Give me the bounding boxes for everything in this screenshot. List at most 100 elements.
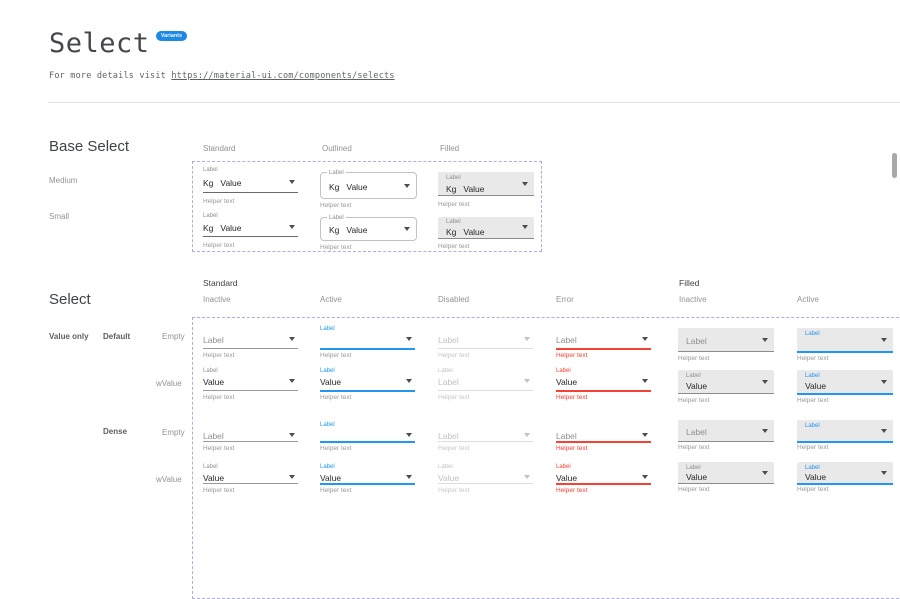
select-input[interactable]: Value bbox=[320, 374, 415, 387]
select-input[interactable]: Label Kg Value bbox=[438, 172, 534, 196]
row-wvalue-dense: wValue bbox=[156, 475, 182, 484]
select-input[interactable]: Label bbox=[797, 420, 893, 443]
select-standard-inactive: Label Helper text bbox=[203, 420, 298, 462]
select-floating-label: Label bbox=[805, 465, 820, 471]
chevron-down-icon bbox=[762, 380, 768, 384]
select-heading: Select bbox=[49, 291, 91, 308]
select-input[interactable]: Label bbox=[678, 420, 774, 442]
select-input[interactable] bbox=[320, 428, 415, 441]
select-floating-label: Label bbox=[805, 331, 820, 337]
select-input[interactable]: Value bbox=[203, 374, 298, 387]
select-text: Value bbox=[320, 470, 341, 485]
helper-text: Helper text bbox=[320, 244, 352, 251]
select-value: Value bbox=[686, 381, 708, 391]
select-input[interactable]: Label bbox=[797, 328, 893, 353]
select-filled-active: Label Helper text bbox=[797, 324, 893, 366]
select-value: Label bbox=[438, 335, 459, 345]
select-input[interactable]: Kg Value bbox=[203, 220, 298, 233]
select-floating-label: Label bbox=[203, 213, 218, 219]
chevron-down-icon bbox=[642, 475, 648, 479]
helper-text: Helper text bbox=[320, 487, 352, 494]
select-underline bbox=[438, 390, 533, 391]
select-input[interactable]: Value bbox=[556, 374, 651, 387]
select-input[interactable]: Label bbox=[203, 332, 298, 345]
select-outlined: Label Kg Value Helper text bbox=[320, 165, 417, 209]
select-value: Label bbox=[686, 427, 707, 437]
select-value: Value bbox=[556, 473, 578, 483]
helper-text: Helper text bbox=[678, 397, 710, 404]
chevron-down-icon bbox=[524, 379, 530, 383]
select-value: Value bbox=[203, 377, 225, 387]
select-input[interactable]: Label bbox=[556, 428, 651, 441]
select-text: Label bbox=[203, 428, 224, 443]
base-row-small: Small bbox=[49, 212, 70, 221]
select-filled-inactive: Label Value Helper text bbox=[678, 366, 774, 408]
chevron-down-icon bbox=[406, 475, 412, 479]
select-input[interactable]: Label bbox=[438, 428, 533, 441]
select-text: Label bbox=[438, 428, 459, 443]
select-text: Kg Value bbox=[329, 181, 368, 192]
select-value: Label bbox=[203, 335, 224, 345]
select-value: Label bbox=[686, 336, 707, 346]
select-filled-inactive: Label Helper text bbox=[678, 420, 774, 462]
select-input[interactable]: Label bbox=[556, 332, 651, 345]
select-input[interactable]: Value bbox=[320, 470, 415, 483]
helper-text: Helper text bbox=[320, 202, 352, 209]
select-text: Kg Value bbox=[203, 175, 242, 190]
scrollbar-thumb[interactable] bbox=[892, 153, 897, 178]
select-input[interactable]: Value bbox=[203, 470, 298, 483]
select-text: Kg Value bbox=[446, 183, 485, 194]
select-standard-active: Label Helper text bbox=[320, 324, 415, 366]
select-standard-active: Label Helper text bbox=[320, 420, 415, 462]
select-input[interactable]: Label Value bbox=[797, 462, 893, 485]
chevron-down-icon bbox=[881, 380, 887, 384]
select-input[interactable]: Label bbox=[438, 374, 533, 387]
select-underline bbox=[438, 483, 533, 484]
select-standard-inactive: Label Value Helper text bbox=[203, 366, 298, 408]
select-input[interactable]: Label Value bbox=[678, 462, 774, 484]
select-text: Label bbox=[686, 335, 707, 346]
select-standard-active: Label Value Helper text bbox=[320, 462, 415, 504]
select-value: Label bbox=[438, 377, 459, 387]
helper-text: Helper text bbox=[556, 352, 588, 359]
select-input[interactable]: Label Value bbox=[678, 370, 774, 394]
select-variants-frame bbox=[192, 317, 900, 599]
select-floating-label: Label bbox=[320, 464, 335, 470]
select-text: Kg Value bbox=[446, 226, 485, 237]
select-input[interactable]: Label bbox=[438, 332, 533, 345]
select-text: Value bbox=[556, 470, 577, 485]
select-floating-label: Label bbox=[438, 368, 453, 374]
select-underline bbox=[320, 348, 415, 350]
material-ui-link[interactable]: https://material-ui.com/components/selec… bbox=[171, 71, 395, 81]
select-floating-label: Label bbox=[805, 423, 820, 429]
select-input[interactable]: Label Kg Value bbox=[320, 170, 417, 199]
select-input[interactable]: Label Value bbox=[797, 370, 893, 395]
chevron-down-icon bbox=[762, 471, 768, 475]
select-value: Value bbox=[346, 225, 368, 235]
header-divider bbox=[48, 102, 900, 103]
select-input[interactable]: Label Kg Value bbox=[438, 217, 534, 239]
select-adornment: Kg bbox=[329, 225, 340, 235]
select-value: Value bbox=[220, 223, 242, 233]
helper-text: Helper text bbox=[438, 201, 470, 208]
select-floating-label: Label bbox=[203, 464, 218, 470]
select-input[interactable] bbox=[320, 332, 415, 345]
chevron-down-icon bbox=[762, 429, 768, 433]
select-input[interactable]: Label bbox=[203, 428, 298, 441]
select-input[interactable]: Kg Value bbox=[203, 175, 298, 188]
select-input[interactable]: Label Kg Value bbox=[320, 215, 417, 241]
row-group-dense: Dense bbox=[103, 427, 128, 436]
select-input[interactable]: Value bbox=[438, 470, 533, 483]
chevron-down-icon bbox=[289, 337, 295, 341]
select-underline bbox=[556, 441, 651, 443]
select-input[interactable]: Label bbox=[678, 328, 774, 352]
select-floating-label: Label bbox=[805, 373, 820, 379]
select-text: Label bbox=[686, 426, 707, 437]
select-input[interactable]: Value bbox=[556, 470, 651, 483]
helper-text: Helper text bbox=[797, 486, 829, 493]
select-floating-label: Label bbox=[203, 368, 218, 374]
select-floating-label: Label bbox=[686, 373, 701, 379]
select-outlined: Label Kg Value Helper text bbox=[320, 211, 417, 253]
select-floating-label: Label bbox=[320, 422, 335, 428]
helper-text: Helper text bbox=[556, 394, 588, 401]
